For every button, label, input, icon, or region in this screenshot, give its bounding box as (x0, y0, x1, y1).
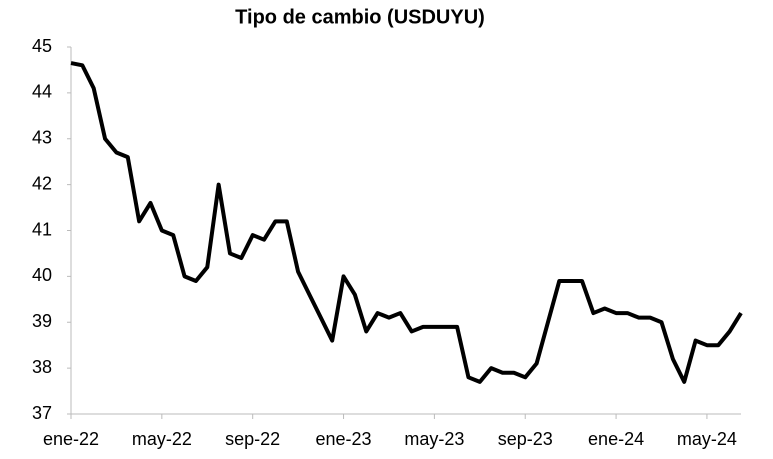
x-tick-label: may-22 (132, 429, 192, 449)
x-tick-label: sep-22 (225, 429, 280, 449)
y-tick-label: 39 (32, 311, 52, 331)
y-tick-label: 38 (32, 357, 52, 377)
y-tick-label: 40 (32, 265, 52, 285)
x-tick-label: may-24 (677, 429, 737, 449)
y-tick-label: 43 (32, 128, 52, 148)
x-tick-label: sep-23 (498, 429, 553, 449)
chart-title: Tipo de cambio (USDUYU) (235, 6, 485, 28)
y-tick-label: 42 (32, 173, 52, 193)
x-tick-label: ene-23 (316, 429, 372, 449)
y-tick-label: 45 (32, 36, 52, 56)
x-tick-label: may-23 (404, 429, 464, 449)
y-tick-label: 44 (32, 82, 52, 102)
line (70, 61, 743, 384)
x-tick-label: ene-22 (43, 429, 99, 449)
y-tick-label: 37 (32, 403, 52, 423)
y-tick-label: 41 (32, 219, 52, 239)
x-tick-label: ene-24 (588, 429, 644, 449)
